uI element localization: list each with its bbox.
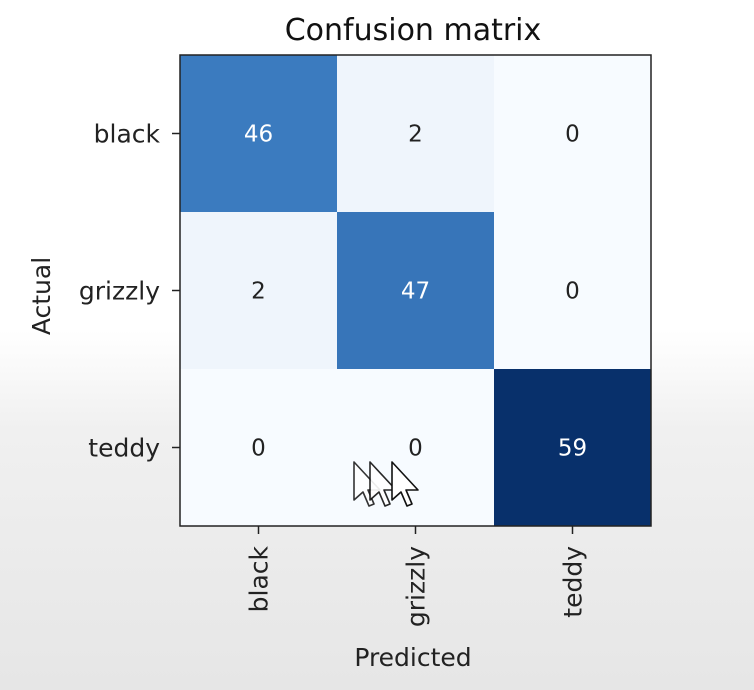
- y-tick-label: grizzly: [79, 277, 160, 306]
- x-tick-label: grizzly: [402, 546, 431, 627]
- chart-title: Confusion matrix: [285, 13, 542, 48]
- mouse-pointer-icon: [353, 461, 419, 507]
- cell-value-label: 2: [408, 122, 423, 148]
- y-axis-label: Actual: [27, 257, 56, 335]
- y-tick-label: teddy: [88, 434, 160, 463]
- heatmap-cells: [180, 55, 651, 526]
- heatmap-cell: [180, 369, 337, 526]
- heatmap-cell: [337, 55, 494, 212]
- cell-value-label: 59: [558, 436, 587, 462]
- cell-value-label: 0: [565, 122, 580, 148]
- y-axis-ticks: black grizzly teddy: [79, 120, 180, 463]
- x-axis-ticks: black grizzly teddy: [245, 526, 588, 627]
- heatmap-cell-labels: 46 2 0 2 47 0 0 0 59: [244, 122, 587, 462]
- heatmap-cell: [494, 55, 651, 212]
- heatmap-cell: [337, 369, 494, 526]
- heatmap-cell: [494, 212, 651, 369]
- x-tick-label: black: [245, 545, 274, 612]
- x-axis-label: Predicted: [354, 643, 471, 672]
- heatmap-cell: [180, 212, 337, 369]
- x-tick-label: teddy: [559, 546, 588, 618]
- cell-value-label: 0: [408, 436, 423, 462]
- cell-value-label: 47: [401, 279, 430, 305]
- heatmap-cell: [337, 212, 494, 369]
- cell-value-label: 0: [565, 279, 580, 305]
- cell-value-label: 2: [251, 279, 266, 305]
- y-tick-label: black: [94, 120, 161, 149]
- heatmap-cell: [494, 369, 651, 526]
- heatmap-cell: [180, 55, 337, 212]
- cell-value-label: 0: [251, 436, 266, 462]
- cell-value-label: 46: [244, 122, 273, 148]
